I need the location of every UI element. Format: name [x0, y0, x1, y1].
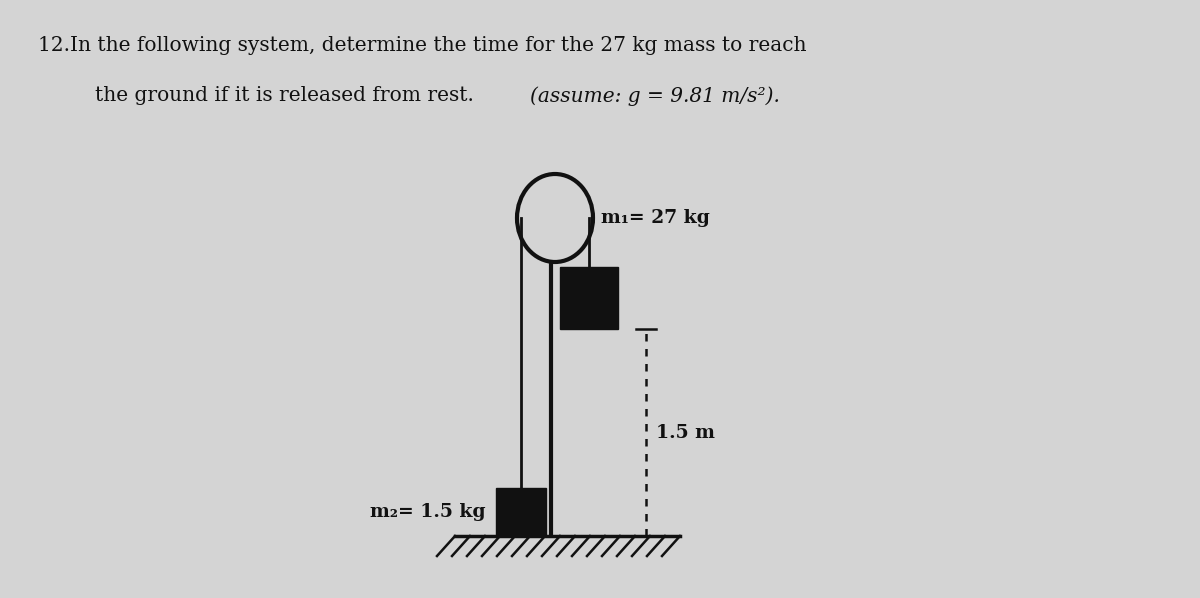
Text: m₁= 27 kg: m₁= 27 kg: [601, 209, 710, 227]
Text: 12.In the following system, determine the time for the 27 kg mass to reach: 12.In the following system, determine th…: [38, 36, 806, 55]
Text: (assume: g = 9.81 m/s²).: (assume: g = 9.81 m/s²).: [530, 86, 780, 106]
Text: m₂= 1.5 kg: m₂= 1.5 kg: [371, 503, 486, 521]
Text: the ground if it is released from rest.: the ground if it is released from rest.: [95, 86, 480, 105]
Text: 1.5 m: 1.5 m: [656, 423, 715, 441]
Bar: [496, 488, 546, 536]
Bar: [560, 267, 618, 329]
